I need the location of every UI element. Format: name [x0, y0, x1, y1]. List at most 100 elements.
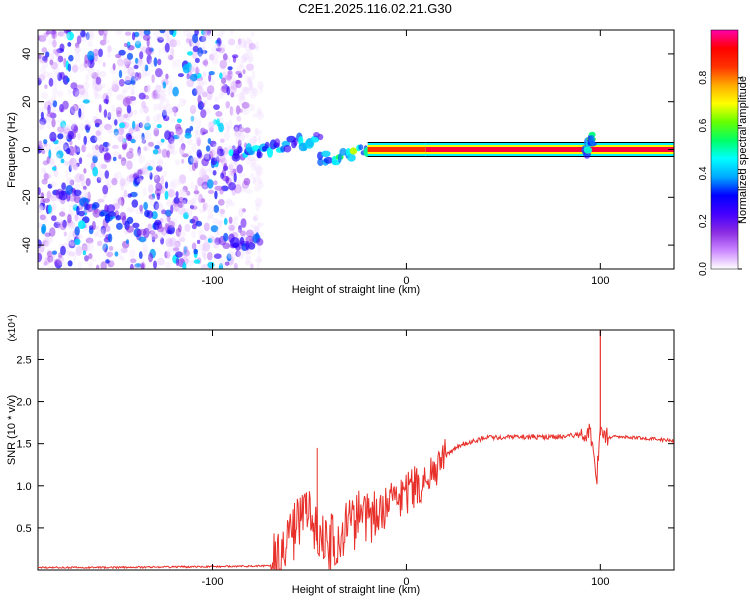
heatmap-noise-cell: [199, 168, 207, 178]
heatmap-noise-cell: [39, 202, 46, 211]
heatmap-noise-cell: [95, 130, 101, 137]
heatmap-noise-cell: [212, 146, 216, 156]
heatmap-noise-cell: [245, 133, 249, 139]
heatmap-noise-cell: [160, 237, 165, 245]
heatmap-noise-cell: [145, 47, 152, 56]
heatmap-noise-cell: [182, 99, 187, 105]
heatmap-noise-cell: [236, 44, 241, 50]
heatmap-signal-cell: [126, 216, 134, 224]
heatmap-noise-cell: [181, 158, 185, 164]
heatmap-noise-cell: [173, 196, 180, 205]
heatmap-noise-cell: [137, 169, 143, 175]
heatmap-x-tick-label: 100: [591, 275, 609, 287]
heatmap-noise-cell: [197, 52, 203, 60]
heatmap-noise-cell: [44, 231, 50, 240]
heatmap-noise-cell: [165, 249, 172, 258]
heatmap-noise-cell: [137, 148, 142, 159]
heatmap-noise-cell: [53, 168, 59, 178]
heatmap-noise-cell: [166, 199, 173, 207]
heatmap-noise-cell: [235, 138, 242, 145]
heatmap-noise-cell: [122, 67, 130, 74]
heatmap-noise-cell: [246, 63, 254, 71]
heatmap-noise-cell: [149, 58, 154, 68]
heatmap-noise-cell: [78, 108, 82, 118]
heatmap-noise-cell: [154, 92, 162, 101]
heatmap-noise-cell: [201, 44, 206, 49]
heatmap-noise-cell: [44, 115, 52, 122]
heatmap-noise-cell: [218, 122, 224, 133]
heatmap-noise-cell: [96, 69, 101, 77]
heatmap-noise-cell: [42, 71, 50, 78]
heatmap-noise-cell: [139, 51, 144, 60]
heatmap-noise-cell: [94, 83, 103, 92]
heatmap-noise-cell: [250, 224, 256, 229]
heatmap-noise-cell: [213, 104, 220, 110]
heatmap-noise-cell: [91, 145, 95, 151]
heatmap-noise-cell: [92, 166, 99, 177]
heatmap-noise-cell: [82, 185, 87, 190]
heatmap-noise-cell: [102, 241, 107, 252]
heatmap-noise-cell: [52, 87, 58, 95]
heatmap-noise-cell: [117, 127, 125, 136]
heatmap-noise-cell: [220, 172, 225, 179]
snr-marks: [38, 330, 674, 570]
heatmap-noise-cell: [68, 203, 77, 208]
heatmap-noise-cell: [228, 199, 233, 207]
heatmap-noise-cell: [132, 126, 141, 132]
heatmap-noise-cell: [193, 190, 200, 195]
heatmap-noise-cell: [144, 131, 152, 141]
colorbar-ticks: 0.0 0.2 0.4 0.6 0.8: [698, 70, 742, 276]
heatmap-noise-cell: [155, 202, 164, 212]
heatmap-noise-cell: [38, 121, 45, 131]
heatmap-noise-cell: [222, 71, 227, 78]
heatmap-noise-cell: [126, 160, 133, 170]
heatmap-noise-cell: [66, 249, 72, 255]
heatmap-x-tick-label: -100: [201, 275, 223, 287]
heatmap-noise-cell: [62, 100, 69, 110]
heatmap-noise-cell: [243, 40, 247, 49]
heatmap-signal-cell: [107, 211, 117, 217]
heatmap-noise-cell: [106, 126, 113, 134]
heatmap-noise-cell: [217, 32, 224, 38]
snr-y-ticks: 2.5 2.0 1.5 1.0 0.5: [16, 354, 674, 535]
heatmap-noise-cell: [146, 84, 151, 93]
heatmap-noise-cell: [152, 170, 159, 180]
heatmap-noise-cell: [234, 126, 239, 135]
heatmap-signal-cell: [347, 153, 356, 162]
heatmap-noise-cell: [116, 58, 124, 67]
heatmap-noise-cell: [191, 230, 197, 239]
heatmap-noise-cell: [135, 57, 139, 64]
heatmap-noise-cell: [220, 65, 226, 73]
heatmap-noise-cell: [43, 261, 48, 266]
heatmap-noise-cell: [241, 208, 246, 213]
heatmap-noise-cell: [160, 88, 167, 93]
heatmap-noise-cell: [70, 162, 78, 170]
heatmap-noise-cell: [93, 93, 98, 100]
heatmap-noise-cell: [139, 106, 145, 115]
heatmap-noise-cell: [220, 85, 226, 92]
heatmap-noise-cell: [138, 122, 143, 129]
heatmap-signal-cell: [73, 195, 81, 204]
heatmap-noise-cell: [144, 115, 149, 121]
heatmap-noise-cell: [68, 251, 76, 257]
heatmap-noise-cell: [105, 259, 110, 264]
heatmap-noise-cell: [170, 178, 179, 188]
heatmap-noise-cell: [141, 248, 148, 256]
heatmap-noise-cell: [46, 156, 51, 164]
heatmap-noise-cell: [69, 140, 73, 146]
heatmap-noise-cell: [144, 209, 150, 218]
heatmap-noise-cell: [129, 263, 134, 269]
heatmap-noise-cell: [170, 47, 175, 57]
heatmap-noise-cell: [187, 51, 194, 56]
heatmap-noise-cell: [228, 182, 237, 191]
heatmap-noise-cell: [153, 57, 158, 67]
heatmap-noise-cell: [74, 30, 82, 34]
heatmap-signal-cell: [256, 151, 263, 159]
heatmap-noise-cell: [229, 106, 234, 116]
heatmap-noise-cell: [67, 130, 75, 140]
heatmap-noise-cell: [38, 252, 43, 263]
heatmap-noise-cell: [177, 201, 184, 208]
heatmap-noise-cell: [225, 198, 232, 204]
heatmap-noise-cell: [71, 252, 79, 257]
heatmap-noise-cell: [258, 177, 262, 185]
